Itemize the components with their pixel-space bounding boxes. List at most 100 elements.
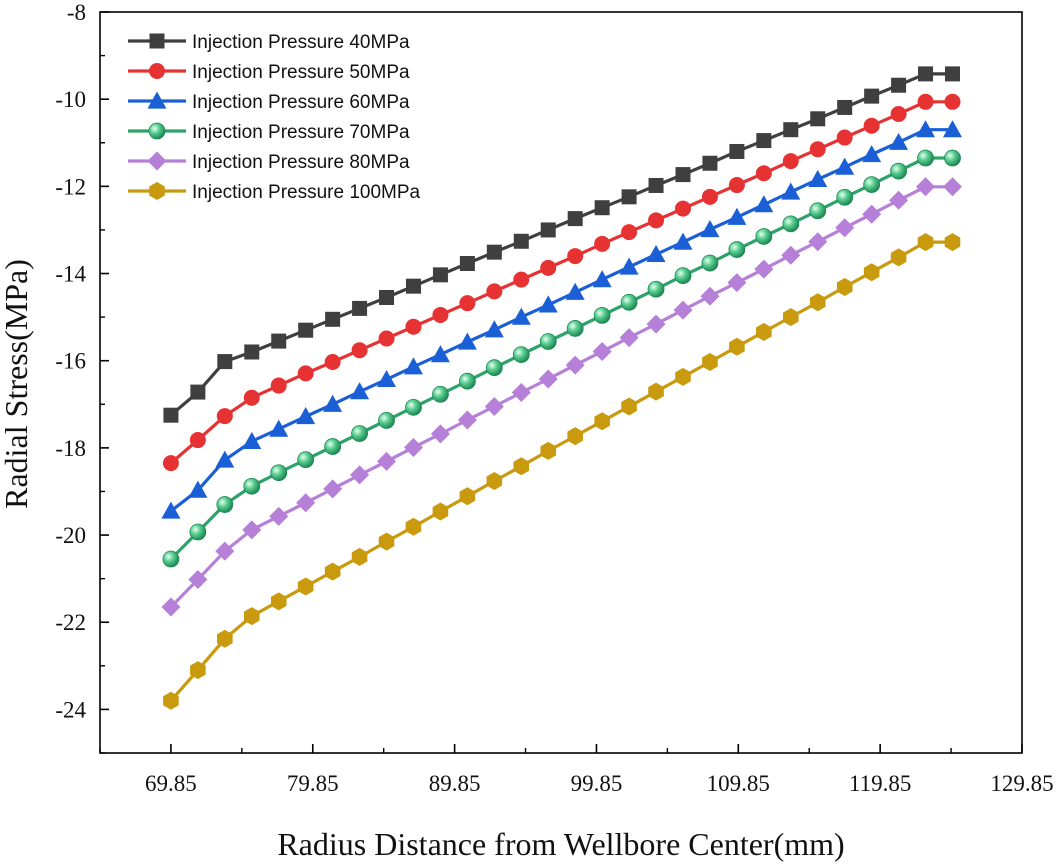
legend-marker — [149, 182, 165, 200]
data-point — [674, 200, 691, 217]
y-tick-label: -20 — [55, 523, 86, 548]
data-point — [621, 397, 637, 416]
data-point — [432, 385, 449, 403]
data-point — [594, 200, 610, 216]
data-point — [486, 472, 503, 491]
data-point — [810, 111, 826, 127]
data-point — [405, 517, 422, 536]
data-point — [890, 162, 907, 180]
data-point — [565, 282, 585, 300]
data-point — [916, 177, 936, 197]
data-point — [323, 479, 343, 499]
data-point — [648, 212, 665, 229]
data-point — [351, 425, 368, 442]
data-point — [405, 318, 422, 335]
y-tick-label: -24 — [55, 697, 86, 722]
data-point — [781, 245, 801, 265]
data-point — [324, 354, 341, 371]
data-point — [540, 222, 556, 238]
legend-item: Injection Pressure 70MPa — [128, 122, 410, 143]
data-point — [944, 149, 961, 167]
data-point — [325, 311, 341, 327]
data-point — [270, 464, 288, 482]
legend-label: Injection Pressure 80MPa — [192, 152, 410, 173]
data-point — [809, 293, 826, 312]
data-point — [432, 306, 449, 323]
data-point — [782, 153, 799, 170]
data-point — [809, 141, 826, 158]
data-point — [621, 224, 638, 241]
data-point — [457, 332, 477, 350]
data-point — [673, 300, 693, 320]
data-point — [944, 93, 961, 110]
data-point — [513, 233, 529, 249]
legend-marker — [147, 91, 167, 109]
data-point — [297, 577, 314, 596]
data-point — [188, 570, 208, 590]
data-point — [621, 189, 637, 205]
data-point — [565, 355, 585, 375]
data-point — [269, 419, 289, 437]
data-point — [378, 330, 395, 347]
data-point — [432, 502, 449, 521]
data-point — [619, 328, 639, 348]
data-point — [271, 333, 287, 349]
data-point — [917, 233, 934, 252]
data-point — [244, 344, 260, 360]
data-point — [863, 176, 881, 194]
data-point — [484, 320, 504, 338]
data-point — [511, 307, 531, 325]
data-point — [298, 322, 314, 338]
data-point — [675, 167, 691, 183]
data-point — [297, 451, 315, 469]
series-1 — [162, 93, 961, 472]
data-point — [727, 207, 747, 225]
data-point — [836, 129, 853, 146]
y-tick-label: -10 — [55, 87, 86, 112]
data-point — [864, 88, 880, 104]
data-point — [567, 248, 584, 265]
data-point — [243, 389, 260, 406]
data-point — [917, 93, 934, 110]
data-point — [378, 532, 395, 551]
data-point — [700, 286, 720, 306]
data-point — [646, 314, 666, 334]
data-point — [702, 353, 718, 372]
data-point — [324, 562, 341, 581]
x-tick-label: 119.85 — [849, 771, 911, 796]
data-point — [324, 438, 342, 455]
data-point — [161, 501, 181, 519]
data-point — [243, 477, 261, 495]
data-point — [458, 372, 476, 390]
data-point — [538, 369, 558, 389]
data-point — [729, 337, 745, 356]
x-tick-label: 129.85 — [990, 771, 1053, 796]
data-point — [457, 410, 477, 430]
data-point — [808, 232, 828, 252]
data-point — [890, 248, 907, 267]
x-tick-label: 89.85 — [429, 771, 481, 796]
data-point — [863, 117, 880, 134]
data-point — [727, 273, 747, 293]
data-point — [808, 169, 828, 187]
legend-marker — [149, 63, 165, 79]
data-point — [837, 99, 853, 115]
data-point — [942, 177, 962, 197]
data-point — [646, 244, 666, 262]
data-point — [781, 182, 801, 200]
series-3 — [162, 149, 961, 568]
data-point — [270, 377, 287, 394]
data-point — [189, 523, 207, 541]
data-point — [351, 547, 368, 566]
data-point — [944, 233, 961, 252]
data-point — [673, 232, 693, 250]
data-point — [459, 256, 475, 272]
data-point — [403, 437, 423, 457]
series-line — [169, 156, 953, 561]
data-point — [728, 177, 745, 194]
legend-item: Injection Pressure 40MPa — [128, 32, 410, 53]
data-point — [755, 165, 772, 182]
data-point — [377, 451, 397, 471]
